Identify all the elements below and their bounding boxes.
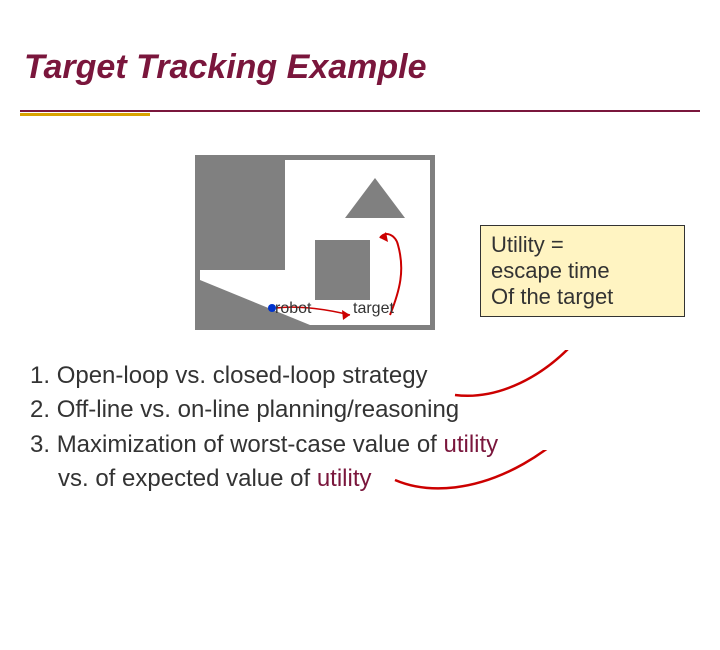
bullet-3: 3. Maximization of worst-case value of u…: [30, 429, 690, 461]
bullet-list: 1. Open-loop vs. closed-loop strategy 2.…: [30, 360, 690, 498]
bullet-2: 2. Off-line vs. on-line planning/reasoni…: [30, 394, 690, 426]
obstacle-rect-2: [315, 240, 370, 300]
bullet-3-a: Maximization of worst-case value of: [57, 431, 444, 458]
title-underline-accent: [20, 113, 150, 116]
bullet-2-a: Off-line vs. on-line: [57, 396, 257, 423]
bullet-1-b: strategy: [342, 362, 427, 389]
bullet-1-num: 1.: [30, 362, 50, 389]
robot-label: robot: [275, 300, 311, 318]
callout-l3: Of the target: [491, 284, 674, 310]
target-label: target: [353, 300, 394, 318]
utility-callout: Utility = escape time Of the target: [480, 225, 685, 317]
bullet-3-b: utility: [444, 431, 499, 458]
bullet-2-num: 2.: [30, 396, 50, 423]
callout-l2: escape time: [491, 258, 674, 284]
slide-title: Target Tracking Example: [24, 48, 427, 87]
tracking-diagram: robot target: [195, 155, 435, 330]
bullet-1: 1. Open-loop vs. closed-loop strategy: [30, 360, 690, 392]
diagram-frame: [195, 155, 435, 330]
callout-l1: Utility =: [491, 232, 674, 258]
obstacle-rect-1: [200, 160, 285, 270]
obstacle-triangle-top: [345, 178, 405, 218]
slide: Target Tracking Example robot target Uti…: [0, 0, 720, 540]
bullet-3-cont: vs. of expected value of utility: [30, 463, 690, 495]
title-underline: [20, 110, 700, 112]
bullet-3-c: vs. of expected value of: [58, 465, 317, 492]
bullet-3-d: utility: [317, 465, 372, 492]
bullet-1-a: Open-loop vs. closed-loop: [57, 362, 343, 389]
bullet-2-b: planning/reasoning: [256, 396, 459, 423]
bullet-3-num: 3.: [30, 431, 50, 458]
